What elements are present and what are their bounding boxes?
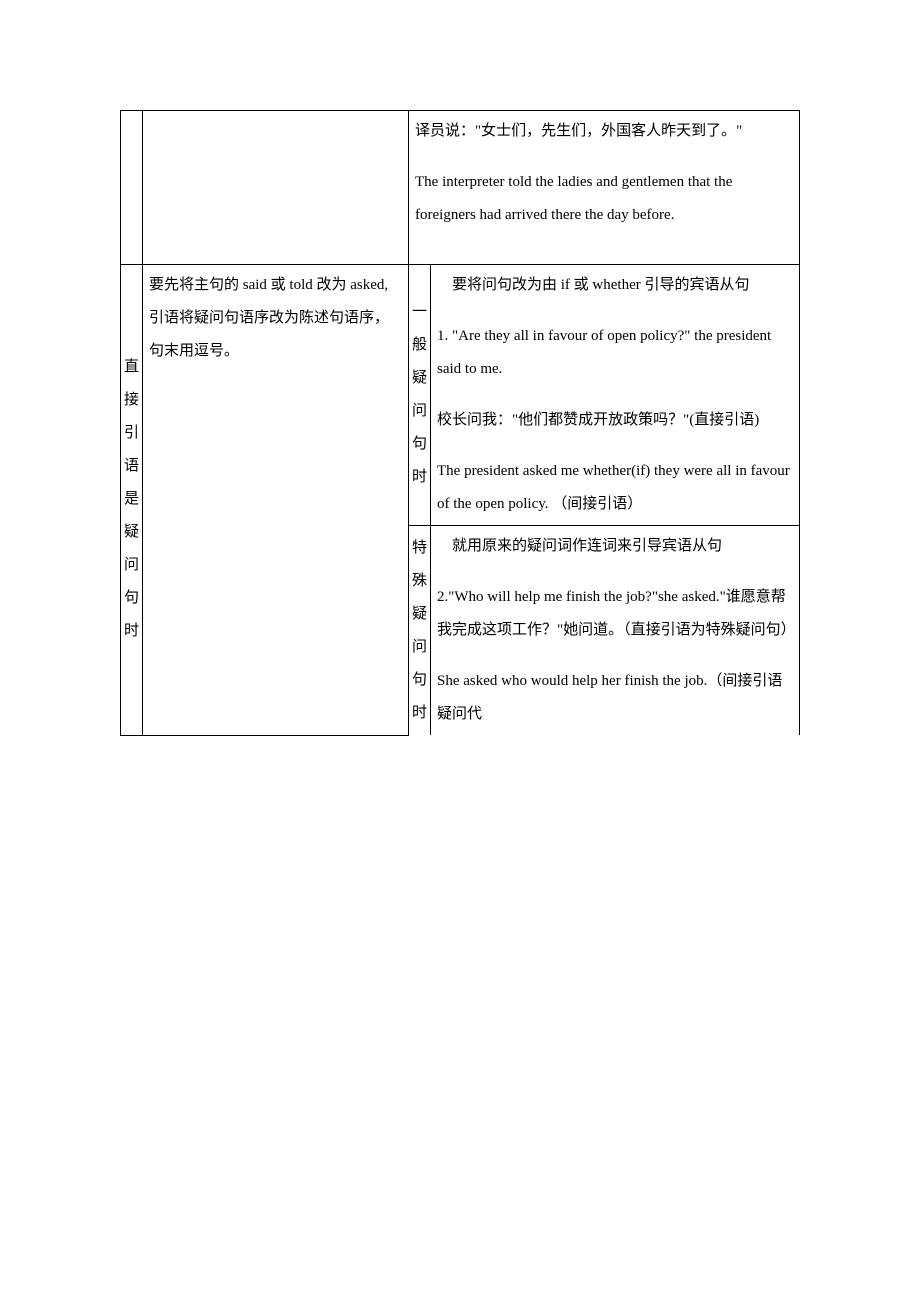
grammar-table: 译员说："女士们，先生们，外国客人昨天到了。" The interpreter … xyxy=(120,110,800,736)
row1-p2: The interpreter told the ladies and gent… xyxy=(415,166,793,232)
row2-col-b: 要先将主句的 said 或 told 改为 asked,引语将疑问句语序改为陈述… xyxy=(143,265,409,736)
row1-p1: 译员说："女士们，先生们，外国客人昨天到了。" xyxy=(415,115,793,148)
general-q-label: 一 般 疑 问 句 时 xyxy=(409,265,431,526)
general-q-p3: 校长问我："他们都赞成开放政策吗？"(直接引语) xyxy=(437,404,793,437)
special-q-p1: 就用原来的疑问词作连词来引导宾语从句 xyxy=(437,530,793,563)
row2-col-a-label: 直 接 引 语 是 疑 问 句 时 xyxy=(121,265,143,736)
general-q-content: 要将问句改为由 if 或 whether 引导的宾语从句 1. "Are the… xyxy=(431,265,800,526)
special-q-p2: 2."Who will help me finish the job?"she … xyxy=(437,581,793,647)
row1-col-d: 译员说："女士们，先生们，外国客人昨天到了。" The interpreter … xyxy=(409,111,800,265)
row1-col-a xyxy=(121,111,143,265)
row1-col-b xyxy=(143,111,409,265)
special-q-p3: She asked who would help her finish the … xyxy=(437,665,793,731)
general-q-p1: 要将问句改为由 if 或 whether 引导的宾语从句 xyxy=(437,269,793,302)
special-q-label: 特 殊 疑 问 句 时 xyxy=(409,526,431,736)
general-q-p2: 1. "Are they all in favour of open polic… xyxy=(437,320,793,386)
general-q-p4: The president asked me whether(if) they … xyxy=(437,455,793,521)
special-q-content: 就用原来的疑问词作连词来引导宾语从句 2."Who will help me f… xyxy=(431,526,800,736)
